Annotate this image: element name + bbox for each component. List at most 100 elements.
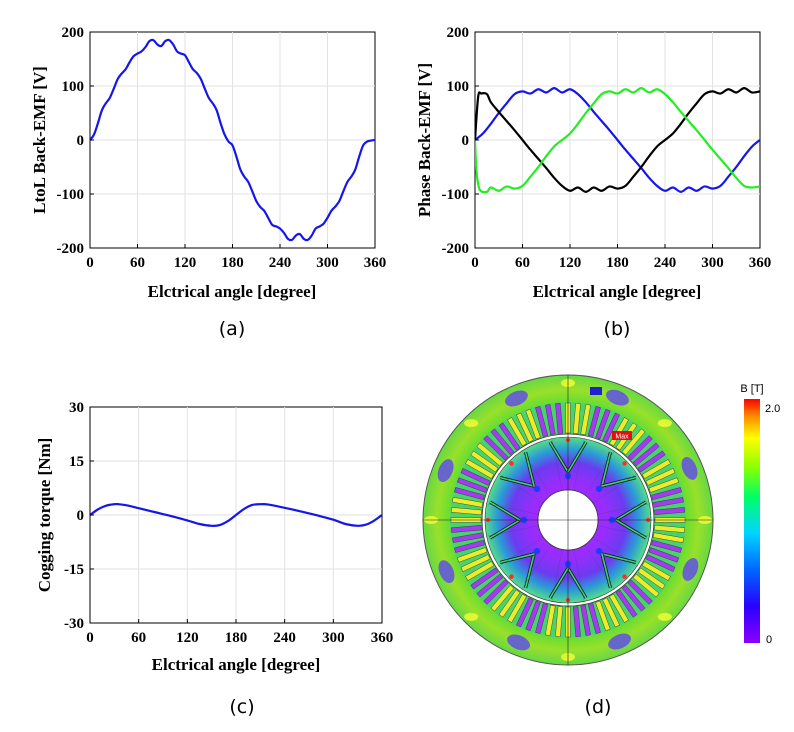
saturation-point bbox=[622, 461, 627, 466]
mesh-line bbox=[592, 473, 638, 504]
stator-slot bbox=[654, 524, 685, 533]
stator-slot bbox=[535, 603, 549, 634]
x-tick-label: 180 bbox=[225, 630, 248, 646]
y-tick-label: 0 bbox=[77, 133, 85, 149]
series-line-0 bbox=[475, 87, 760, 193]
stator-slot bbox=[648, 547, 680, 563]
stator-low-flux-zones bbox=[424, 379, 712, 661]
mesh-line bbox=[597, 525, 651, 537]
magnet-barrier-core bbox=[524, 553, 535, 589]
stator-slot bbox=[653, 532, 684, 543]
x-tick-label: 300 bbox=[701, 255, 724, 271]
magnet-barrier-core bbox=[524, 451, 535, 487]
high-flux-spot bbox=[464, 612, 479, 621]
x-tick-label: 120 bbox=[559, 255, 582, 271]
panel-label: (d) bbox=[585, 696, 612, 718]
min-marker bbox=[590, 387, 602, 395]
stator-slot bbox=[454, 539, 485, 553]
x-tick-label: 120 bbox=[176, 630, 199, 646]
stator-slot bbox=[632, 573, 660, 598]
stator-slot bbox=[651, 539, 682, 553]
mesh-line bbox=[498, 536, 544, 567]
panel-label: (b) bbox=[604, 318, 631, 340]
stator-slot bbox=[507, 593, 527, 623]
y-axis-label: LtoL Back-EMF [V] bbox=[30, 66, 49, 214]
saturation-point bbox=[622, 574, 627, 579]
y-axis-label: Cogging torque [Nm] bbox=[35, 438, 54, 593]
y-tick-label: 15 bbox=[69, 454, 84, 470]
stator-slot bbox=[627, 579, 653, 605]
stator-slot bbox=[456, 547, 488, 563]
x-tick-label: 180 bbox=[221, 255, 244, 271]
stator-slot bbox=[535, 406, 549, 437]
stator-slot bbox=[595, 408, 611, 440]
low-flux-spot bbox=[608, 633, 631, 650]
low-flux-spot bbox=[438, 560, 455, 583]
magnet-barrier-core bbox=[567, 567, 587, 599]
low-flux-spot bbox=[681, 457, 698, 480]
flux-bridge bbox=[595, 485, 603, 493]
stator-slot bbox=[465, 459, 495, 479]
x-tick-label: 60 bbox=[515, 255, 530, 271]
stator-slot bbox=[451, 524, 482, 533]
x-tick-label: 240 bbox=[654, 255, 677, 271]
stator-slot bbox=[490, 428, 515, 456]
max-marker-label: Max bbox=[615, 434, 629, 441]
stator-slot bbox=[637, 450, 666, 473]
rotor-magnet-barriers bbox=[485, 437, 651, 603]
x-tick-label: 240 bbox=[269, 255, 292, 271]
stator-slot bbox=[483, 579, 509, 605]
x-tick-label: 60 bbox=[131, 630, 146, 646]
stator-slot bbox=[595, 600, 611, 632]
x-tick-label: 0 bbox=[86, 255, 94, 271]
stator-slot bbox=[545, 404, 556, 435]
stator-slot bbox=[498, 589, 521, 618]
magnet-barrier-core bbox=[549, 441, 569, 473]
stator-slot bbox=[632, 442, 660, 467]
mesh-line bbox=[498, 473, 544, 504]
stator-slot bbox=[621, 584, 646, 612]
magnet-barrier-core bbox=[489, 519, 521, 539]
panel-label: (a) bbox=[219, 318, 245, 340]
stator-slot bbox=[483, 435, 509, 461]
x-tick-label: 300 bbox=[322, 630, 345, 646]
stator-slot bbox=[470, 450, 499, 473]
stator-slot bbox=[637, 567, 666, 590]
x-tick-label: 360 bbox=[749, 255, 772, 271]
y-tick-label: -15 bbox=[64, 562, 84, 578]
stator-slot bbox=[572, 403, 581, 434]
y-tick-label: 30 bbox=[69, 400, 84, 416]
low-flux-spot bbox=[437, 459, 454, 482]
magnet-barrier-core bbox=[549, 567, 569, 599]
mesh-line bbox=[521, 544, 552, 590]
stator-slot bbox=[460, 554, 491, 572]
colorbar-max-label: 2.0 bbox=[765, 403, 780, 415]
mesh-line bbox=[551, 549, 563, 603]
mesh-line bbox=[551, 437, 563, 491]
stator-slot bbox=[555, 606, 564, 637]
x-axis-label: Elctrical angle [degree] bbox=[533, 282, 702, 301]
flux-density-map: Max B [T] 2.0 0 (d) bbox=[422, 374, 780, 718]
mesh-line bbox=[584, 450, 615, 496]
mesh-line bbox=[485, 503, 539, 515]
stator-slot bbox=[555, 403, 564, 434]
stator-slot bbox=[507, 417, 527, 447]
high-flux-spot bbox=[464, 419, 479, 428]
mesh-line bbox=[573, 437, 585, 491]
stator-slot bbox=[587, 603, 601, 634]
magnet-barrier-core bbox=[567, 441, 587, 473]
y-tick-label: -200 bbox=[57, 241, 85, 257]
panel-label: (c) bbox=[229, 696, 254, 718]
x-tick-label: 180 bbox=[606, 255, 629, 271]
y-tick-label: -200 bbox=[442, 241, 470, 257]
chart-phase-back-emf: 0 60 120 180 240 300 360 -200 -100 0 100 200 Elctri… bbox=[415, 25, 771, 340]
stator-slot bbox=[545, 605, 556, 636]
magnet-barrier-core bbox=[499, 553, 535, 564]
x-tick-label: 360 bbox=[364, 255, 387, 271]
mesh-line bbox=[584, 544, 615, 590]
high-flux-spot bbox=[657, 612, 672, 621]
stator-slot bbox=[452, 497, 483, 508]
magnet-barrier-core bbox=[601, 553, 612, 589]
stator-slot bbox=[452, 532, 483, 543]
y-tick-label: 100 bbox=[62, 79, 85, 95]
